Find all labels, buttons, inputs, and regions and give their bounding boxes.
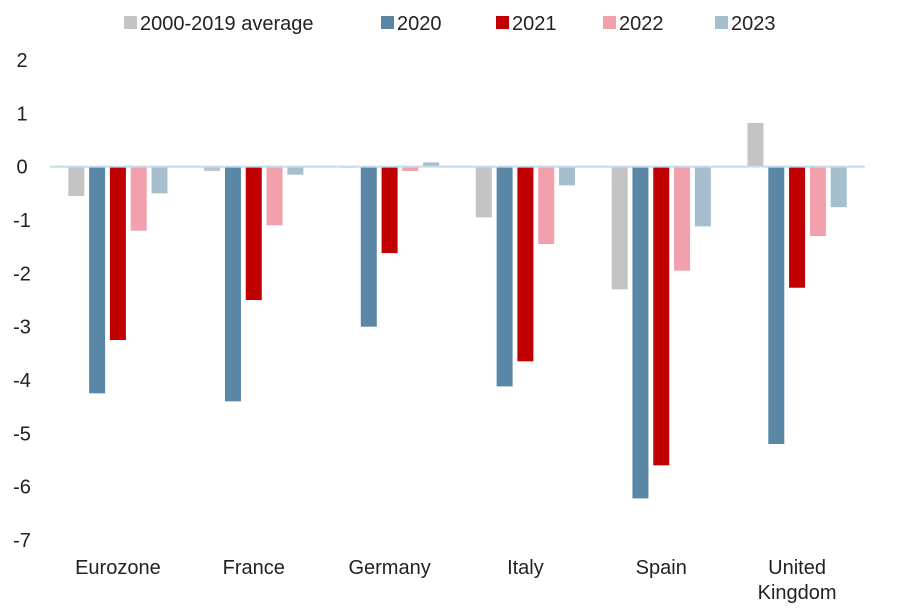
x-category-label-germany: Germany — [348, 557, 430, 579]
bar-spain-2020 — [632, 166, 649, 499]
y-tick-label: -1 — [13, 210, 31, 232]
bar-france-2020 — [224, 166, 241, 402]
x-category-label-line: Italy — [507, 557, 544, 579]
bar-united-kingdom-2022 — [809, 166, 826, 236]
bar-germany-2021 — [381, 166, 398, 254]
bar-eurozone-2020 — [89, 166, 106, 394]
legend-swatch — [603, 16, 616, 29]
bar-group-united-kingdom — [747, 122, 847, 445]
bar-italy-2020 — [496, 166, 513, 387]
bar-group-germany — [339, 162, 440, 327]
x-category-label-united-kingdom: United Kingdom — [758, 557, 837, 604]
y-tick-label: -5 — [13, 423, 31, 445]
y-tick-label: -6 — [13, 477, 31, 499]
legend-swatch — [124, 16, 137, 29]
x-category-label-france: France — [223, 557, 285, 579]
bar-spain-2000-2019-average — [611, 166, 628, 290]
bar-italy-2023 — [559, 166, 576, 186]
y-tick-label: -4 — [13, 370, 31, 392]
bar-united-kingdom-2020 — [768, 166, 785, 445]
x-category-label-line: France — [223, 557, 285, 579]
x-category-label-italy: Italy — [507, 557, 544, 579]
x-axis: Eurozone France Germany Italy Spain United Kin… — [75, 557, 836, 604]
bar-italy-2022 — [538, 166, 555, 244]
legend-label: 2020 — [397, 13, 442, 35]
y-tick-label: -7 — [13, 530, 31, 552]
bar-group-eurozone — [68, 166, 168, 394]
x-category-label-line: Eurozone — [75, 557, 161, 579]
bar-italy-2000-2019-average — [475, 166, 492, 218]
legend-swatch — [715, 16, 728, 29]
bar-france-2022 — [266, 166, 283, 226]
legend-label: 2021 — [512, 13, 557, 35]
y-tick-label: -2 — [13, 263, 31, 285]
bar-france-2021 — [245, 166, 262, 300]
bar-united-kingdom-2000-2019-average — [747, 122, 764, 167]
legend-item-2023: 2023 — [715, 13, 776, 35]
x-category-label-line: Germany — [348, 557, 430, 579]
bar-italy-2021 — [517, 166, 534, 362]
bar-group-france — [204, 166, 304, 402]
legend-item-2022: 2022 — [603, 13, 664, 35]
legend-item-2021: 2021 — [496, 13, 557, 35]
bars — [68, 122, 847, 499]
bar-spain-2021 — [653, 166, 670, 466]
bar-germany-2022 — [402, 166, 419, 171]
bar-germany-2020 — [360, 166, 377, 327]
legend-label: 2022 — [619, 13, 664, 35]
y-axis: 2 1 0 -1 -2 -3 -4 -5 -6 -7 — [13, 50, 31, 552]
bar-eurozone-2023 — [151, 166, 168, 194]
bar-eurozone-2021 — [109, 166, 126, 340]
bar-spain-2023 — [694, 166, 711, 227]
x-category-label-line: Kingdom — [758, 582, 837, 604]
bar-group-spain — [611, 166, 711, 499]
bar-united-kingdom-2023 — [830, 166, 847, 208]
legend: 2000-2019 average 2020 2021 2022 2023 — [124, 13, 776, 35]
legend-label: 2000-2019 average — [140, 13, 313, 35]
y-tick-label: -3 — [13, 317, 31, 339]
legend-item-2000-2019-average: 2000-2019 average — [124, 13, 313, 35]
y-tick-label: 2 — [16, 50, 27, 72]
legend-item-2020: 2020 — [381, 13, 442, 35]
bar-france-2000-2019-average — [204, 166, 221, 171]
bar-group-italy — [475, 166, 576, 387]
bar-spain-2022 — [674, 166, 691, 271]
bar-eurozone-2022 — [130, 166, 147, 231]
y-tick-label: 1 — [16, 103, 27, 125]
legend-swatch — [381, 16, 394, 29]
y-tick-label: 0 — [16, 157, 27, 179]
legend-label: 2023 — [731, 13, 776, 35]
x-category-label-spain: Spain — [636, 557, 687, 579]
bar-united-kingdom-2021 — [789, 166, 806, 288]
x-category-label-eurozone: Eurozone — [75, 557, 161, 579]
legend-swatch — [496, 16, 509, 29]
x-category-label-line: United — [768, 557, 826, 579]
bar-germany-2023 — [423, 162, 440, 167]
bar-eurozone-2000-2019-average — [68, 166, 85, 196]
x-category-label-line: Spain — [636, 557, 687, 579]
bar-france-2023 — [287, 166, 304, 175]
